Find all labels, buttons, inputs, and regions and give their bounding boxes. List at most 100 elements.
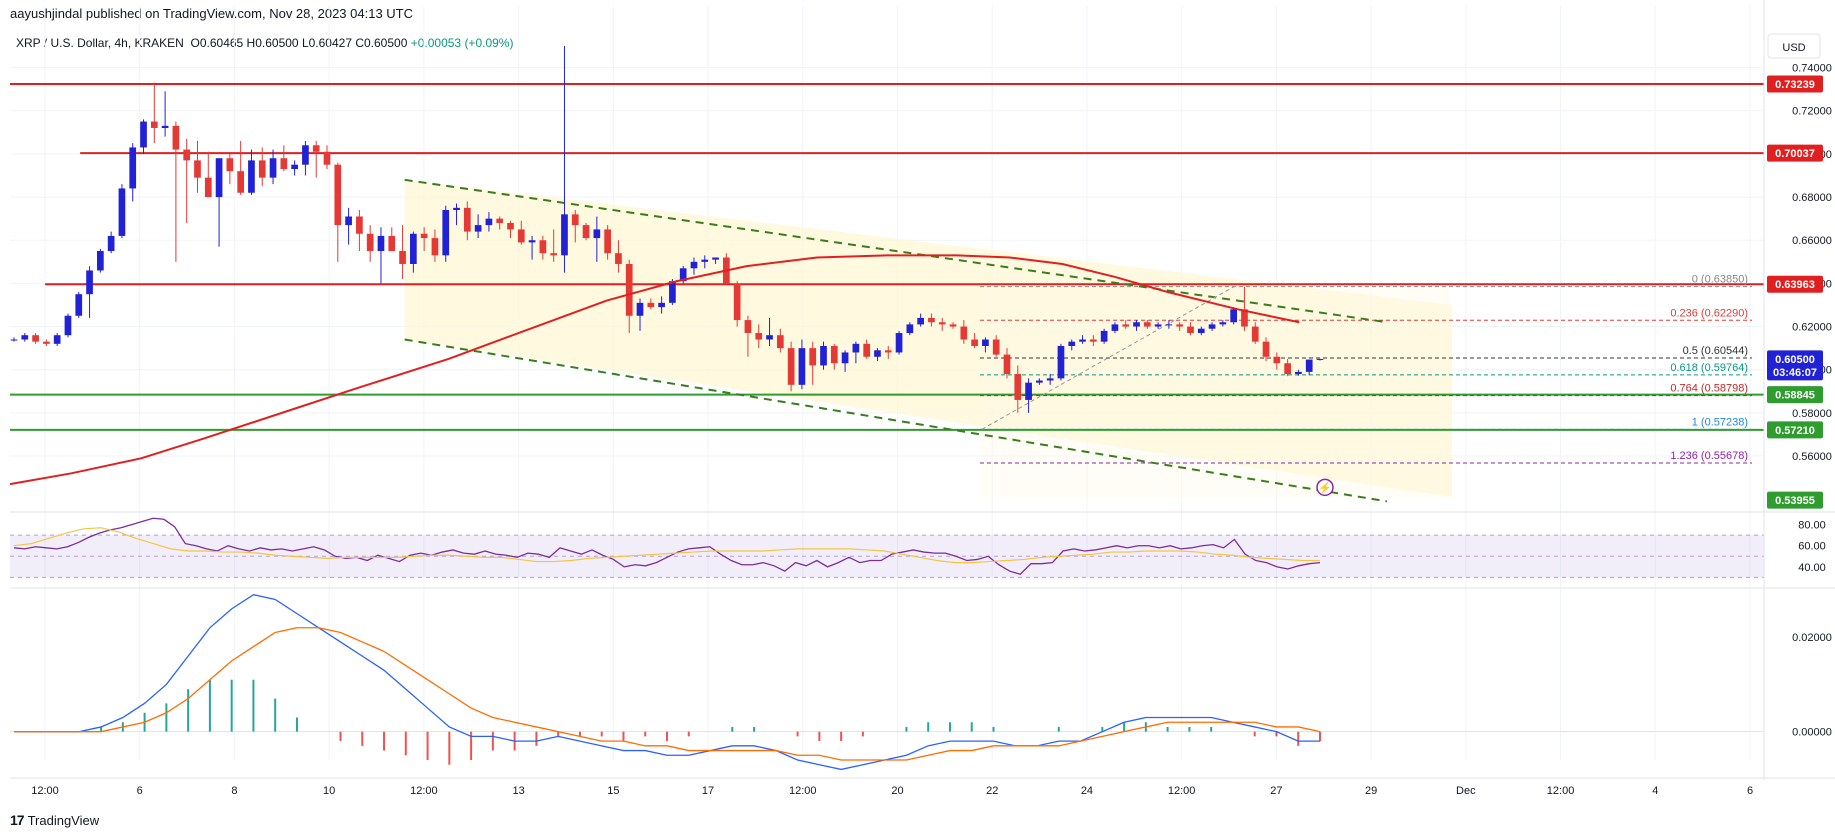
candle-body: [679, 268, 687, 282]
sma-line: [9, 254, 1300, 486]
candle-body: [561, 214, 568, 256]
tradingview-logo: 17: [10, 812, 25, 828]
candle-body: [798, 348, 806, 385]
candle-body: [312, 145, 320, 152]
candlesticks: [10, 46, 1324, 413]
candle-body: [1305, 359, 1313, 372]
candle-body: [884, 350, 892, 353]
symbol-title: XRP / U.S. Dollar, 4h, KRAKEN: [16, 36, 184, 50]
price-tag: [1767, 386, 1823, 404]
x-tick-label: 10: [323, 785, 335, 797]
candle-body: [291, 164, 298, 170]
candle-body: [280, 158, 288, 170]
candle-body: [1273, 356, 1281, 364]
candle-body: [485, 218, 493, 226]
rsi-tick-label: 80.00: [1798, 520, 1826, 532]
candle-body: [841, 352, 849, 364]
candle-body: [1176, 324, 1184, 327]
candle-body: [658, 302, 665, 308]
candle-body: [917, 317, 924, 325]
x-tick-label: 6: [1747, 785, 1753, 797]
candle-body: [1122, 324, 1130, 327]
candle-body: [204, 177, 212, 198]
candle-body: [183, 149, 191, 161]
candle-body: [64, 315, 72, 336]
symbol-legend[interactable]: XRP / U.S. Dollar, 4h, KRAKEN O0.60465 H…: [16, 36, 513, 50]
candle-body: [1208, 324, 1216, 329]
candle-body: [248, 160, 255, 193]
alert-icon: [1316, 478, 1334, 497]
y-tick-label: 0.56000: [1792, 451, 1832, 463]
candle-body: [550, 253, 558, 256]
fib-level-label: 0.5 (0.60544): [1683, 345, 1748, 357]
macd-line: [14, 594, 1320, 771]
candle-body: [442, 210, 450, 256]
macd-tick-label: 0.00000: [1792, 727, 1832, 739]
candle-body: [356, 216, 363, 234]
price-tag-label: 0.70037: [1775, 148, 1815, 160]
y-tick-label: 0.74000: [1792, 63, 1832, 75]
price-tag-label: 0.57210: [1775, 425, 1815, 437]
candle-body: [1219, 322, 1227, 325]
candle-body: [690, 261, 698, 269]
candle-body: [755, 333, 763, 340]
candle-body: [1165, 324, 1173, 326]
x-tick-label: 8: [231, 785, 237, 797]
candle-body: [1197, 328, 1205, 334]
fib-fill: [980, 286, 1450, 498]
candle-body: [776, 335, 784, 349]
candle-body: [140, 121, 147, 148]
candle-body: [733, 283, 741, 321]
candle-body: [863, 343, 871, 357]
candle-body: [215, 158, 223, 198]
candle-body: [1025, 382, 1032, 400]
candle-body: [582, 225, 590, 239]
price-tag: [1767, 421, 1823, 439]
currency-button[interactable]: USD: [1767, 33, 1821, 59]
change-value: +0.00053 (+0.09%): [410, 36, 514, 50]
macd-tick-label: 0.02000: [1792, 632, 1832, 644]
candle-body: [269, 158, 277, 178]
candle-body: [21, 335, 29, 340]
rsi-tick-label: 60.00: [1798, 541, 1826, 553]
channel-upper-line: [404, 178, 1388, 324]
alert-icon-glyph: ⚡: [1318, 481, 1332, 494]
candle-body: [625, 263, 633, 316]
candle-body: [669, 281, 676, 303]
price-tag-label: 0.53955: [1775, 495, 1815, 507]
candle-body: [399, 251, 406, 264]
candle-body: [161, 125, 169, 129]
candle-body: [1089, 339, 1097, 342]
fib-anchor-line: [981, 286, 1235, 430]
y-tick-label: 0.68000: [1792, 192, 1832, 204]
candle-body: [410, 233, 417, 264]
candle-body: [1036, 380, 1043, 383]
candle-body: [507, 222, 514, 230]
candle-body: [1230, 309, 1237, 323]
candle-body: [107, 235, 115, 252]
x-tick-label: 29: [1365, 785, 1377, 797]
candle-body: [194, 160, 201, 178]
candle-body: [43, 341, 50, 344]
channel-lower-line: [404, 338, 1388, 503]
candle-body: [463, 207, 471, 232]
fib-level-label: 1 (0.57238): [1692, 416, 1748, 428]
price-tag: [1767, 275, 1823, 293]
candle-body: [744, 320, 752, 334]
indicators: ⚡: [9, 254, 1764, 771]
candle-body: [53, 335, 61, 344]
y-tick-label: 0.58000: [1792, 408, 1832, 420]
channel-fill: [404, 179, 1453, 498]
candle-body: [971, 339, 978, 346]
x-tick-label: 12:00: [410, 785, 438, 797]
candle-body: [593, 229, 601, 239]
publisher-line: aayushjindal published on TradingView.co…: [10, 6, 414, 21]
brand-name: TradingView: [27, 812, 100, 828]
candle-body: [302, 145, 309, 165]
rsi-signal-line: [13, 527, 1320, 564]
candle-body: [528, 240, 536, 243]
ohlc-values: O0.60465 H0.60500 L0.60427 C0.60500: [190, 36, 408, 50]
rsi-line: [13, 517, 1321, 575]
candle-body: [1241, 309, 1248, 327]
